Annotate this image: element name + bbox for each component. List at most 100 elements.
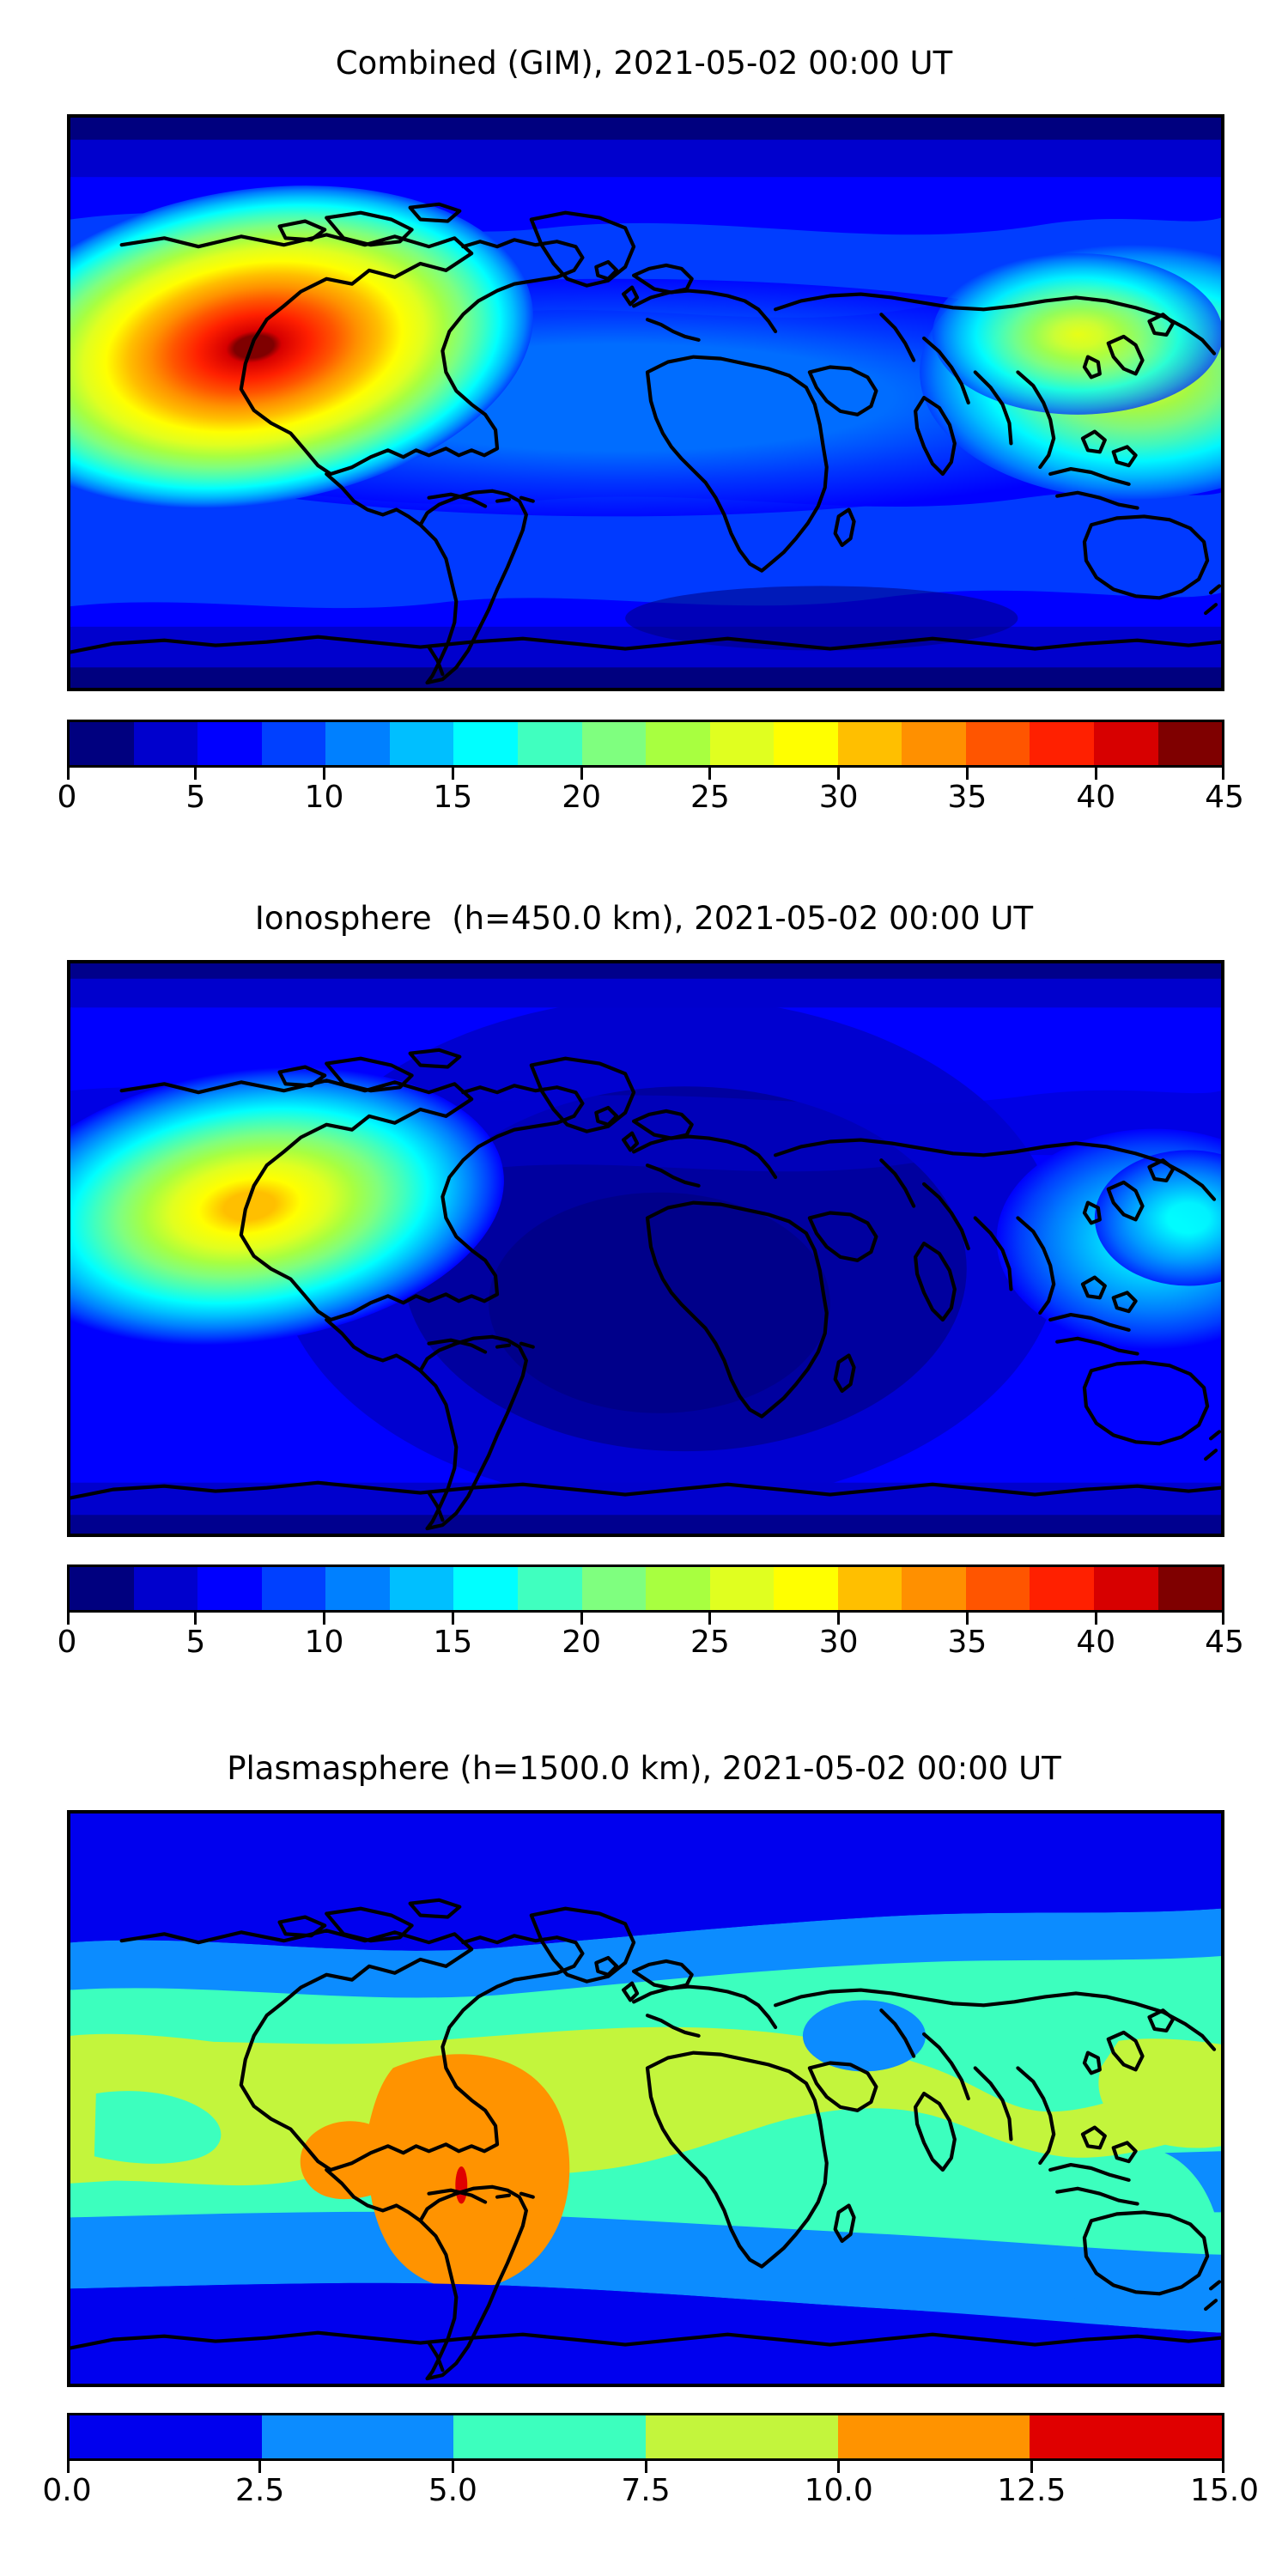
- colorbar-tick-label: 35: [947, 1625, 987, 1660]
- colorbar-segment: [646, 722, 710, 765]
- panel-title-plasmasphere: Plasmasphere (h=1500.0 km), 2021-05-02 0…: [227, 1750, 1061, 1787]
- colorbar-segment: [965, 1567, 1030, 1610]
- colorbar-segment: [389, 1567, 454, 1610]
- colorbar-combined-axis: 0 5 10 15 20 25 30 35 40 45: [58, 768, 1244, 821]
- colorbar-tick: [837, 768, 841, 780]
- colorbar-tick: [644, 2461, 647, 2473]
- colorbar-segment: [837, 722, 902, 765]
- colorbar-segment: [261, 2415, 454, 2458]
- colorbar-tick: [67, 768, 70, 780]
- arabian-sea-low: [802, 2000, 927, 2072]
- colorbar-segment: [70, 1567, 134, 1610]
- colorbar-tick: [451, 1613, 454, 1625]
- colorbar-tick-label: 7.5: [621, 2473, 671, 2508]
- colorbar-ionosphere-axis: 0 5 10 15 20 25 30 35 40 45: [58, 1613, 1244, 1666]
- colorbar-tick-label: 5: [185, 780, 206, 815]
- colorbar-segment: [581, 1567, 647, 1610]
- colorbar-segment: [70, 2415, 262, 2458]
- panel-title-ionosphere: Ionosphere (h=450.0 km), 2021-05-02 00:0…: [254, 900, 1034, 937]
- colorbar-tick-label: 10: [304, 780, 344, 815]
- map-plasmasphere-canvas: [70, 1814, 1221, 2384]
- colorbar-tick: [194, 1613, 197, 1625]
- main-maximum: [70, 1066, 504, 1346]
- colorbar-plasmasphere-ticks: [67, 2461, 1224, 2473]
- colorbar-tick: [67, 2461, 70, 2473]
- colorbar-tick: [1222, 768, 1224, 780]
- colorbar-combined-labels: 0 5 10 15 20 25 30 35 40 45: [58, 780, 1244, 819]
- colorbar-combined-ticks: [67, 768, 1224, 780]
- colorbar-tick: [323, 768, 326, 780]
- colorbar-combined-strip: [67, 720, 1224, 768]
- map-combined-canvas: [70, 118, 1221, 688]
- colorbar-tick-label: 15: [433, 780, 473, 815]
- coastlines: [70, 202, 1221, 685]
- colorbar-segment: [709, 722, 775, 765]
- colorbar-tick: [580, 768, 583, 780]
- coastlines: [70, 1048, 1221, 1531]
- north-polar-cap: [70, 1814, 1221, 1951]
- colorbar-segment: [133, 1567, 198, 1610]
- colorbar-tick-label: 15.0: [1189, 2473, 1260, 2508]
- colorbar-tick-label: 45: [1205, 780, 1244, 815]
- colorbar-tick-label: 0: [57, 1625, 77, 1660]
- colorbar-segment: [581, 722, 647, 765]
- colorbar-segment: [1157, 1567, 1223, 1610]
- panel-ionosphere: Ionosphere (h=450.0 km), 2021-05-02 00:0…: [0, 859, 1288, 1726]
- colorbar-tick: [323, 1613, 326, 1625]
- colorbar-segment: [70, 722, 134, 765]
- panel-combined: Combined (GIM), 2021-05-02 00:00 UT: [0, 0, 1288, 859]
- colorbar-segment: [774, 722, 838, 765]
- colorbar-plasmasphere-labels: 0.0 2.5 5.0 7.5 10.0 12.5 15.0: [42, 2473, 1259, 2512]
- colorbar-tick: [708, 768, 712, 780]
- main-maximum: [70, 185, 534, 508]
- colorbar-tick: [451, 768, 454, 780]
- colorbar-segment: [261, 1567, 326, 1610]
- map-ionosphere: [67, 960, 1224, 1537]
- colorbar-tick-label: 30: [818, 780, 859, 815]
- colorbar-segment: [902, 1567, 966, 1610]
- map-ionosphere-canvas: [70, 963, 1221, 1534]
- colorbar-tick-label: 30: [818, 1625, 859, 1660]
- colorbar-tick: [67, 1613, 70, 1625]
- colorbar-plasmasphere: [67, 2413, 1224, 2461]
- colorbar-plasmasphere-strip: [67, 2413, 1224, 2461]
- panel-plasmasphere: Plasmasphere (h=1500.0 km), 2021-05-02 0…: [0, 1726, 1288, 2576]
- colorbar-tick: [580, 1613, 583, 1625]
- colorbar-tick-label: 15: [433, 1625, 473, 1660]
- map-plasmasphere: [67, 1810, 1224, 2387]
- colorbar-segment: [261, 722, 326, 765]
- south-polar-cap: [70, 2282, 1221, 2384]
- night-core: [489, 1192, 830, 1413]
- map-combined: [67, 114, 1224, 691]
- panel-title-combined: Combined (GIM), 2021-05-02 00:00 UT: [335, 45, 953, 82]
- colorbar-tick: [837, 1613, 841, 1625]
- colorbar-segment: [197, 722, 262, 765]
- colorbar-segment: [902, 722, 966, 765]
- colorbar-tick-label: 25: [690, 1625, 730, 1660]
- colorbar-plasmasphere-axis: 0.0 2.5 5.0 7.5 10.0 12.5 15.0: [42, 2461, 1259, 2514]
- colorbar-ionosphere-labels: 0 5 10 15 20 25 30 35 40 45: [58, 1625, 1244, 1664]
- colorbar-tick-label: 35: [947, 780, 987, 815]
- colorbar-segment: [1030, 722, 1094, 765]
- colorbar-segment: [1157, 722, 1223, 765]
- colorbar-tick: [837, 2461, 841, 2473]
- colorbar-tick-label: 10.0: [804, 2473, 873, 2508]
- west-pacific-maximum: [933, 253, 1221, 415]
- colorbar-ionosphere-strip: [67, 1564, 1224, 1613]
- colorbar-segment: [325, 1567, 390, 1610]
- colorbar-tick-label: 5: [185, 1625, 206, 1660]
- colorbar-tick-label: 0.0: [42, 2473, 92, 2508]
- colorbar-tick-label: 20: [562, 1625, 602, 1660]
- colorbar-segment: [453, 722, 518, 765]
- colorbar-segment: [197, 1567, 262, 1610]
- colorbar-tick: [965, 1613, 969, 1625]
- contour-notch: [94, 2091, 222, 2164]
- colorbar-tick-label: 20: [562, 780, 602, 815]
- coastlines: [70, 1898, 1221, 2381]
- colorbar-segment: [1094, 722, 1158, 765]
- colorbar-tick-label: 40: [1076, 780, 1116, 815]
- colorbar-segment: [1030, 2415, 1223, 2458]
- colorbar-tick-label: 5.0: [428, 2473, 477, 2508]
- colorbar-segment: [1030, 1567, 1094, 1610]
